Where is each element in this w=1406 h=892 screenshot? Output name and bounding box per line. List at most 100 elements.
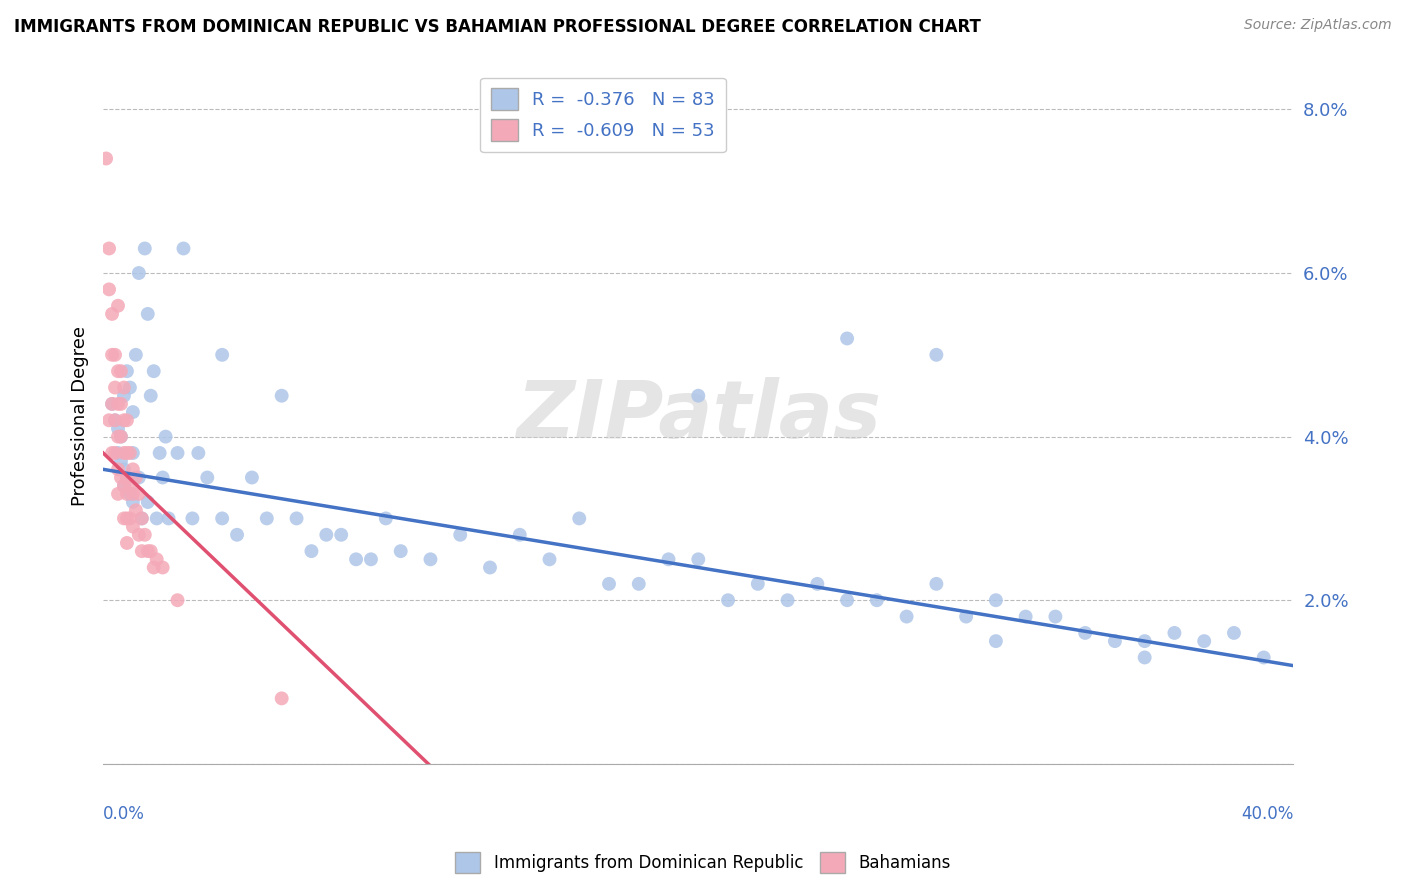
Point xyxy=(131,511,153,525)
Point xyxy=(136,307,159,321)
Point xyxy=(101,446,124,460)
Point xyxy=(226,528,249,542)
Point xyxy=(478,560,501,574)
Point xyxy=(211,511,233,525)
Point xyxy=(984,593,1007,607)
Point xyxy=(115,487,138,501)
Point xyxy=(122,446,145,460)
Point xyxy=(104,348,127,362)
Point xyxy=(866,593,889,607)
Point xyxy=(139,544,162,558)
Point xyxy=(1045,609,1067,624)
Point xyxy=(270,691,292,706)
Legend: R =  -0.376   N = 83, R =  -0.609   N = 53: R = -0.376 N = 83, R = -0.609 N = 53 xyxy=(479,78,725,153)
Point xyxy=(101,397,124,411)
Point xyxy=(94,152,117,166)
Point xyxy=(104,413,127,427)
Point xyxy=(181,511,204,525)
Point xyxy=(389,544,412,558)
Point xyxy=(110,397,132,411)
Point xyxy=(688,389,710,403)
Point xyxy=(112,380,135,394)
Point xyxy=(285,511,308,525)
Point xyxy=(110,470,132,484)
Point xyxy=(509,528,531,542)
Point xyxy=(166,593,188,607)
Point xyxy=(112,511,135,525)
Point xyxy=(110,429,132,443)
Point xyxy=(107,446,129,460)
Point xyxy=(1104,634,1126,648)
Point xyxy=(925,348,948,362)
Point xyxy=(139,389,162,403)
Point xyxy=(115,470,138,484)
Point xyxy=(538,552,561,566)
Point xyxy=(98,413,121,427)
Point xyxy=(598,577,620,591)
Point xyxy=(101,348,124,362)
Point xyxy=(112,479,135,493)
Point xyxy=(122,487,145,501)
Point xyxy=(747,577,769,591)
Point xyxy=(776,593,799,607)
Point xyxy=(187,446,209,460)
Point xyxy=(568,511,591,525)
Point xyxy=(134,242,156,256)
Point xyxy=(344,552,367,566)
Point xyxy=(115,536,138,550)
Point xyxy=(122,405,145,419)
Point xyxy=(149,446,172,460)
Point xyxy=(112,389,135,403)
Point xyxy=(374,511,396,525)
Point xyxy=(118,380,141,394)
Point xyxy=(101,307,124,321)
Point xyxy=(128,470,150,484)
Point xyxy=(211,348,233,362)
Point xyxy=(107,429,129,443)
Point xyxy=(107,487,129,501)
Point xyxy=(145,552,167,566)
Legend: Immigrants from Dominican Republic, Bahamians: Immigrants from Dominican Republic, Baha… xyxy=(449,846,957,880)
Point xyxy=(1253,650,1275,665)
Point xyxy=(835,331,858,345)
Point xyxy=(449,528,471,542)
Point xyxy=(330,528,353,542)
Point xyxy=(122,495,145,509)
Point xyxy=(128,266,150,280)
Point xyxy=(157,511,180,525)
Point xyxy=(896,609,918,624)
Point xyxy=(152,560,174,574)
Text: 0.0%: 0.0% xyxy=(103,805,145,823)
Point xyxy=(688,552,710,566)
Point xyxy=(835,593,858,607)
Point xyxy=(128,528,150,542)
Point xyxy=(115,364,138,378)
Text: ZIPatlas: ZIPatlas xyxy=(516,377,880,455)
Point xyxy=(107,364,129,378)
Point xyxy=(104,446,127,460)
Point xyxy=(98,282,121,296)
Point xyxy=(166,446,188,460)
Point xyxy=(125,348,148,362)
Point xyxy=(657,552,679,566)
Y-axis label: Professional Degree: Professional Degree xyxy=(72,326,89,506)
Point xyxy=(195,470,218,484)
Point xyxy=(627,577,650,591)
Point xyxy=(122,462,145,476)
Point xyxy=(1163,626,1185,640)
Point xyxy=(115,446,138,460)
Point xyxy=(152,470,174,484)
Point xyxy=(925,577,948,591)
Point xyxy=(118,511,141,525)
Point xyxy=(955,609,977,624)
Point xyxy=(98,242,121,256)
Point xyxy=(107,299,129,313)
Point xyxy=(136,544,159,558)
Point xyxy=(107,462,129,476)
Point xyxy=(301,544,323,558)
Point xyxy=(118,479,141,493)
Point xyxy=(112,479,135,493)
Point xyxy=(142,364,165,378)
Point xyxy=(131,544,153,558)
Point xyxy=(1133,650,1156,665)
